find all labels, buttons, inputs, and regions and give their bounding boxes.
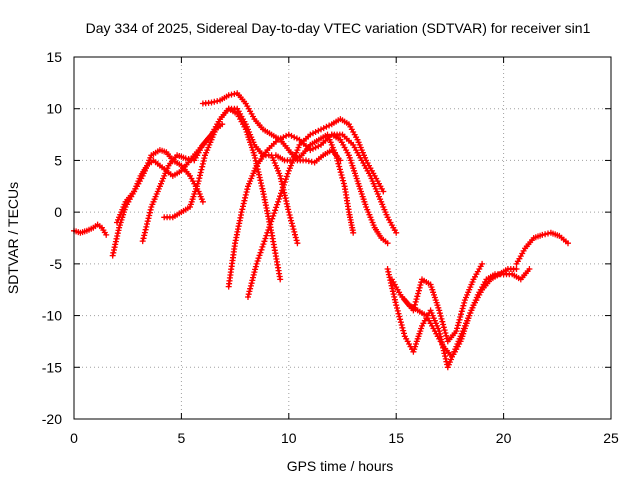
y-tick-label: -20 [42, 411, 62, 427]
series-line [201, 91, 342, 164]
series-line [115, 122, 224, 224]
data-series-pass-10 [328, 131, 391, 247]
series-line [386, 267, 518, 369]
data-series-pass-5 [161, 105, 301, 247]
data-series-pass-1 [71, 221, 110, 238]
series-markers [384, 266, 520, 371]
x-tick-label: 5 [178, 430, 186, 446]
y-tick-label: -5 [50, 256, 63, 272]
series-markers [71, 221, 110, 238]
data-series-pass-4 [114, 121, 226, 226]
y-tick-label: 5 [54, 152, 62, 168]
series-markers [272, 131, 357, 236]
y-tick-label: 10 [46, 101, 62, 117]
series-markers [513, 229, 571, 267]
series-markers [114, 121, 226, 226]
y-tick-label: 0 [54, 204, 62, 220]
chart-title: Day 334 of 2025, Sidereal Day-to-day VTE… [86, 20, 591, 36]
x-tick-label: 15 [388, 430, 404, 446]
data-series-pass-12 [384, 266, 520, 371]
y-tick-label: -10 [42, 308, 62, 324]
series-markers [245, 116, 387, 300]
ticks: 0 5 10 15 20 25 15 10 5 0 -5 -10 -15 -20 [42, 49, 619, 446]
data-series-pass-9 [272, 131, 357, 236]
grid [74, 57, 611, 419]
series-markers [328, 131, 391, 247]
series-group [71, 90, 571, 371]
series-markers [161, 105, 301, 247]
y-tick-label: 15 [46, 49, 62, 65]
x-tick-label: 10 [281, 430, 297, 446]
data-series-pass-14 [513, 229, 571, 267]
y-tick-label: -15 [42, 359, 62, 375]
x-axis-label: GPS time / hours [287, 458, 394, 474]
x-tick-label: 0 [70, 430, 78, 446]
plot-frame [73, 56, 612, 420]
series-markers [401, 260, 486, 345]
data-series-pass-8 [245, 116, 387, 300]
data-series-pass-13 [401, 260, 486, 345]
x-tick-label: 25 [603, 430, 619, 446]
y-axis-label: SDTVAR / TECUs [5, 182, 21, 294]
x-tick-label: 20 [496, 430, 512, 446]
